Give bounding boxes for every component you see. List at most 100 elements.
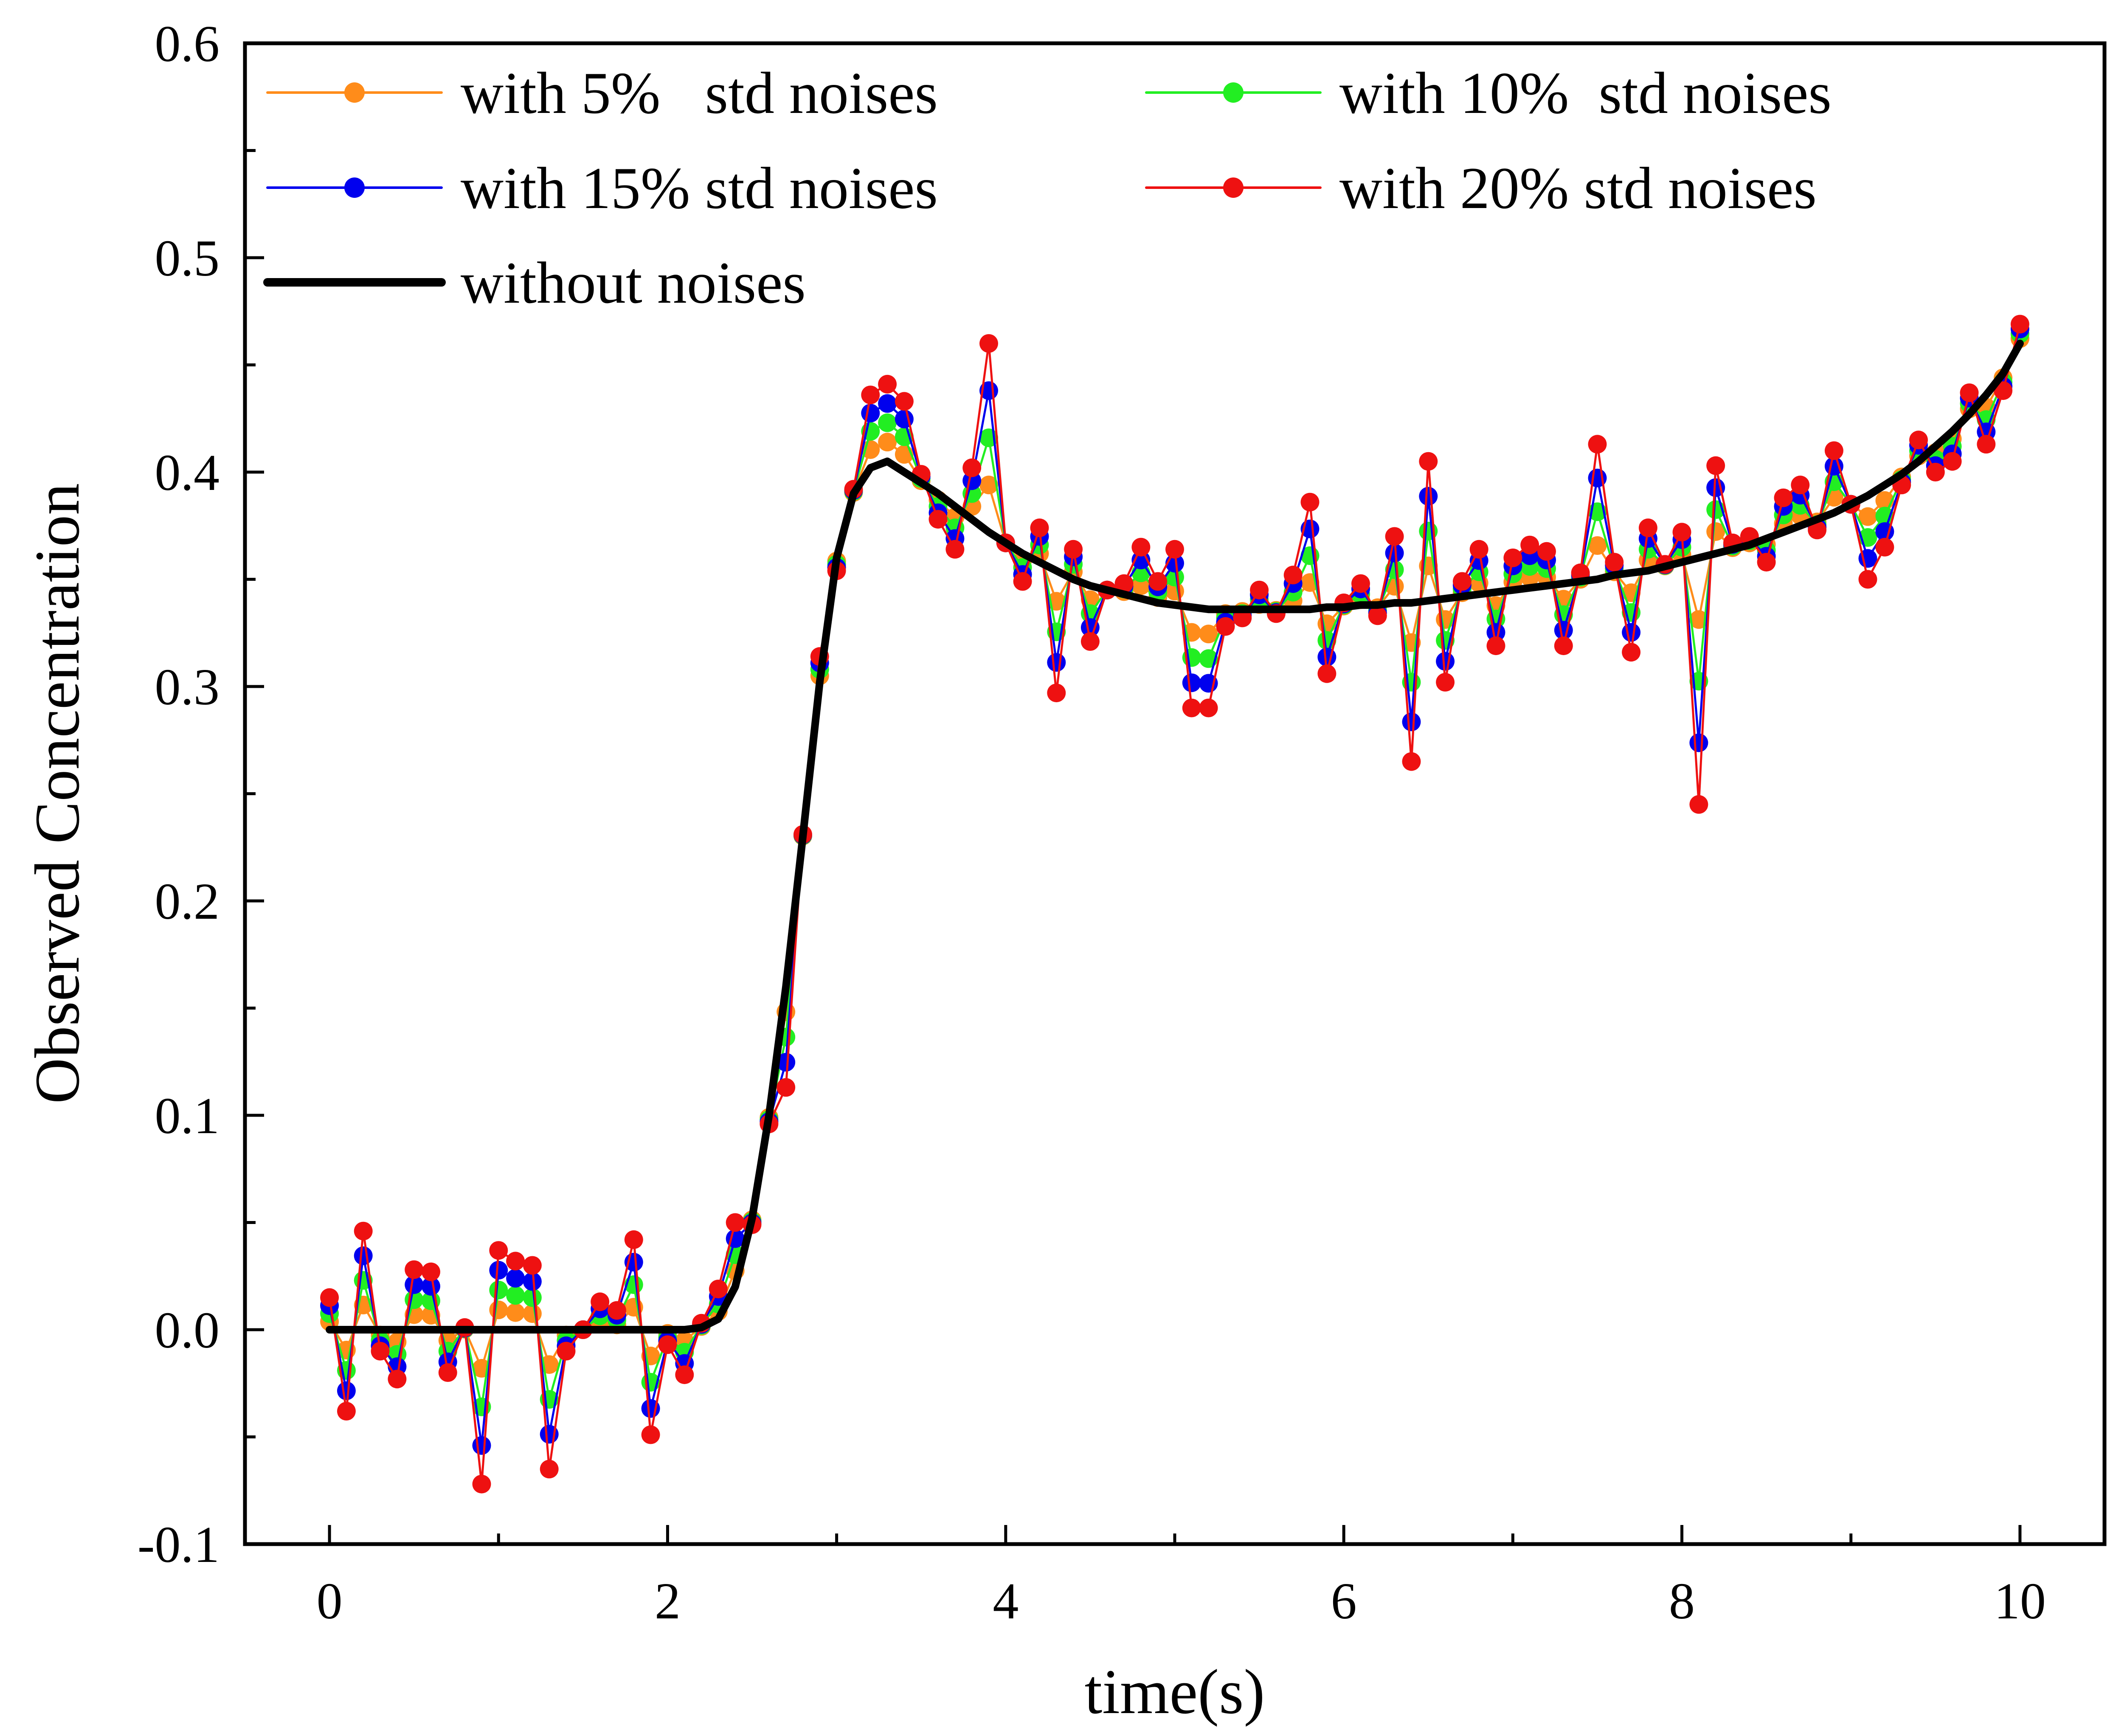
data-point <box>354 1246 373 1265</box>
legend-label: without noises <box>461 250 806 316</box>
data-point <box>1080 618 1100 637</box>
data-point <box>1182 698 1201 717</box>
data-point <box>1622 643 1641 662</box>
data-point <box>1824 441 1843 460</box>
data-point <box>1419 452 1438 471</box>
y-tick-label: 0.6 <box>155 15 220 73</box>
data-point <box>438 1363 457 1382</box>
data-point <box>472 1474 491 1494</box>
legend-marker <box>1223 82 1244 103</box>
series-line <box>326 340 2024 1334</box>
data-point <box>506 1252 525 1271</box>
data-point <box>1419 487 1438 506</box>
data-point <box>1672 523 1691 542</box>
data-point <box>1351 574 1370 593</box>
data-point <box>1047 653 1066 672</box>
data-point <box>405 1275 424 1294</box>
data-point <box>1402 752 1421 771</box>
data-point <box>1114 574 1134 593</box>
data-point <box>1486 623 1505 642</box>
data-point <box>709 1280 728 1299</box>
data-point <box>1148 572 1168 591</box>
data-point <box>1791 476 1810 495</box>
data-point <box>1943 452 1962 471</box>
data-point <box>1436 672 1455 692</box>
y-tick-label: 0.2 <box>155 873 220 930</box>
data-point <box>1182 673 1201 692</box>
x-tick-label: 4 <box>993 1573 1019 1630</box>
data-point <box>1131 576 1151 595</box>
legend: with 5% std noises with 10% std noises wit… <box>263 60 1832 316</box>
data-point <box>1368 606 1387 625</box>
data-point <box>1520 535 1539 554</box>
data-point <box>878 394 897 413</box>
data-point <box>979 476 998 495</box>
data-point <box>354 1221 373 1241</box>
tick-labels: 0 2 4 6 8 10 -0.1 0.0 0.1 0.2 0.3 0.4 0.5 0.6 <box>138 15 2046 1630</box>
data-point <box>878 433 897 452</box>
legend-marker <box>1223 177 1244 198</box>
data-point <box>1013 572 1032 591</box>
data-point <box>878 374 897 394</box>
data-point <box>1233 608 1252 627</box>
plot-frame <box>243 41 2107 1546</box>
x-tick-label: 2 <box>655 1573 681 1630</box>
data-point <box>523 1304 542 1323</box>
x-axis-title: time(s) <box>1085 1657 1265 1727</box>
data-point <box>540 1460 559 1479</box>
data-point <box>337 1401 356 1421</box>
data-point <box>1926 463 1945 481</box>
data-point <box>979 334 998 353</box>
data-point <box>422 1262 440 1281</box>
data-point <box>962 458 982 477</box>
x-tick-label: 8 <box>1669 1573 1695 1630</box>
data-point <box>506 1286 525 1305</box>
data-point <box>1588 435 1607 454</box>
data-point <box>1436 652 1455 671</box>
legend-item: with 5% std noises <box>266 60 938 126</box>
data-point <box>489 1280 508 1300</box>
data-point <box>1199 698 1218 717</box>
data-point <box>1469 540 1488 559</box>
data-point <box>658 1335 677 1354</box>
data-point <box>1554 636 1573 656</box>
data-point <box>675 1365 694 1384</box>
data-point <box>1216 617 1235 636</box>
data-point <box>489 1260 508 1280</box>
data-point <box>1960 383 1979 402</box>
data-point <box>1757 553 1776 572</box>
data-point <box>777 1078 796 1097</box>
data-point <box>1131 537 1151 557</box>
data-point <box>1165 540 1184 559</box>
data-point <box>506 1269 525 1288</box>
legend-item: with 20% std noises <box>1145 155 1817 221</box>
data-point <box>777 1053 796 1072</box>
data-point <box>523 1272 542 1291</box>
data-point <box>1250 580 1269 599</box>
data-point <box>1689 733 1708 752</box>
data-point <box>506 1303 525 1322</box>
data-point <box>1503 549 1522 567</box>
series-4 <box>320 315 2029 1494</box>
y-tick-label: 0.3 <box>155 658 220 716</box>
data-point <box>1858 507 1877 526</box>
legend-label: with 5% std noises <box>461 60 938 126</box>
data-point <box>472 1436 491 1455</box>
data-point <box>1689 795 1708 814</box>
data-point <box>861 385 880 405</box>
data-point <box>2010 315 2029 334</box>
data-point <box>1317 664 1336 683</box>
data-point <box>1909 430 1928 450</box>
data-point <box>557 1342 576 1361</box>
legend-item: with 10% std noises <box>1145 60 1832 126</box>
x-tick-label: 6 <box>1331 1573 1357 1630</box>
data-point <box>489 1300 508 1320</box>
data-point <box>1385 527 1404 546</box>
data-point <box>1080 632 1100 651</box>
data-point <box>320 1288 339 1307</box>
data-point <box>878 413 897 432</box>
legend-item: without noises <box>263 250 806 316</box>
data-point <box>945 540 965 559</box>
